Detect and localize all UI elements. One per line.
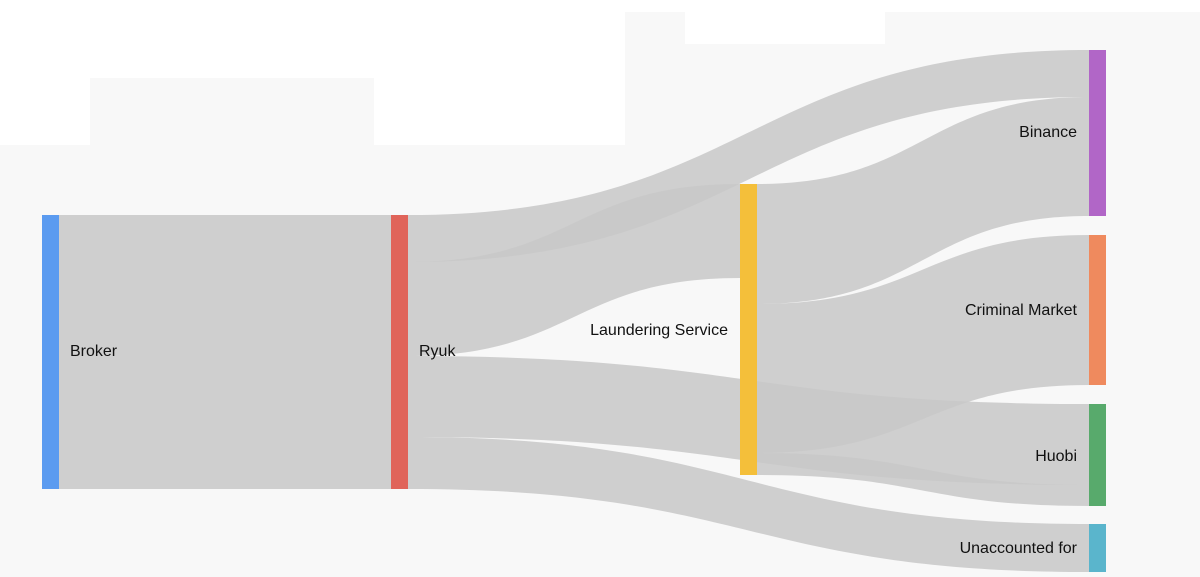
link-laundering-to-criminal[interactable]: [757, 235, 1089, 453]
link-laundering-to-huobi[interactable]: [757, 453, 1089, 506]
node-huobi[interactable]: [1089, 404, 1106, 506]
node-label-laundering: Laundering Service: [590, 322, 728, 339]
node-unaccounted[interactable]: [1089, 524, 1106, 572]
node-label-binance: Binance: [1019, 124, 1077, 141]
node-broker[interactable]: [42, 215, 59, 489]
node-label-broker: Broker: [70, 343, 118, 360]
link-ryuk-to-binance[interactable]: [408, 50, 1089, 262]
labels-layer: Broker Ryuk Laundering Service Binance Crimi…: [70, 124, 1078, 557]
node-ryuk[interactable]: [391, 215, 408, 489]
link-broker-to-ryuk[interactable]: [59, 215, 391, 375]
node-label-criminal: Criminal Market: [965, 302, 1078, 319]
background-patch: [374, 78, 625, 145]
link-broker-to-ryuk[interactable]: [59, 375, 391, 489]
link-ryuk-to-laundering[interactable]: [408, 184, 740, 356]
link-laundering-to-binance[interactable]: [757, 97, 1089, 304]
background-patch: [685, 12, 885, 44]
node-label-huobi: Huobi: [1035, 448, 1077, 465]
node-laundering[interactable]: [740, 184, 757, 475]
node-label-ryuk: Ryuk: [419, 343, 456, 360]
node-criminal[interactable]: [1089, 235, 1106, 385]
nodes-layer: [42, 50, 1106, 572]
background-patch: [90, 0, 625, 78]
link-ryuk-to-unaccounted[interactable]: [408, 437, 1089, 572]
node-binance[interactable]: [1089, 50, 1106, 216]
background-patch: [625, 0, 1200, 12]
background-patch: [0, 0, 90, 145]
node-label-unaccounted: Unaccounted for: [960, 540, 1078, 557]
